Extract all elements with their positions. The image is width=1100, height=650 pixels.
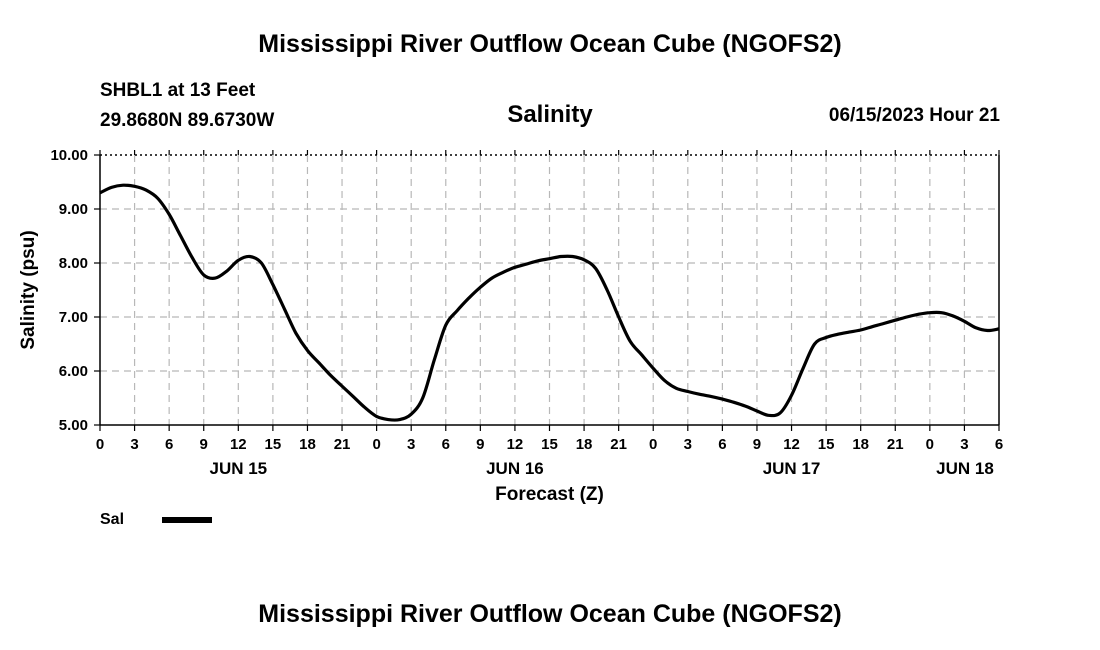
x-tick-label: 21 (887, 436, 904, 453)
chart-title: Salinity (507, 101, 593, 128)
x-tick-label: 15 (265, 436, 282, 453)
y-tick-label: 5.00 (59, 417, 88, 434)
x-tick-label: 6 (718, 436, 726, 453)
x-tick-label: 6 (442, 436, 450, 453)
x-tick-label: 18 (576, 436, 593, 453)
x-tick-label: 9 (753, 436, 761, 453)
x-tick-label: 3 (407, 436, 415, 453)
x-axis-label: Forecast (Z) (495, 484, 604, 505)
x-tick-label: 15 (541, 436, 558, 453)
series-line-sal (99, 183, 1000, 422)
x-tick-label: 18 (852, 436, 869, 453)
footer-title: Mississippi River Outflow Ocean Cube (NG… (258, 600, 842, 628)
x-tick-label: 15 (818, 436, 835, 453)
day-label: JUN 15 (209, 459, 267, 478)
x-tick-label: 0 (649, 436, 657, 453)
y-tick-label: 10.00 (50, 147, 88, 164)
salinity-chart: 0 3 6 9 12 15 18 21 0 3 6 9 12 15 18 21 0 3 6 9 12 15 18 21 0 3 6 5… (18, 147, 1003, 505)
x-tick-label: 6 (165, 436, 173, 453)
x-tick-label: 0 (926, 436, 934, 453)
x-tick-label: 3 (684, 436, 692, 453)
x-tick-label: 0 (372, 436, 380, 453)
x-tick-label: 0 (96, 436, 104, 453)
day-label: JUN 18 (936, 459, 994, 478)
station-info: SHBL1 at 13 Feet 29.8680N 89.6730W (100, 76, 274, 136)
y-axis-label: Salinity (psu) (18, 230, 39, 349)
day-label: JUN 17 (763, 459, 821, 478)
forecast-datetime: 06/15/2023 Hour 21 (828, 105, 1000, 126)
page-title: Mississippi River Outflow Ocean Cube (NG… (258, 30, 842, 58)
y-tick-label: 8.00 (59, 255, 88, 272)
x-tick-label: 12 (230, 436, 247, 453)
x-tick-label: 21 (610, 436, 627, 453)
x-tick-label: 12 (507, 436, 524, 453)
legend-swatch (162, 517, 212, 523)
x-tick-label: 9 (200, 436, 208, 453)
y-tick-label: 7.00 (59, 309, 88, 326)
y-tick-label: 6.00 (59, 363, 88, 380)
station-name: SHBL1 at 13 Feet (100, 80, 256, 101)
y-tick-label: 9.00 (59, 201, 88, 218)
x-tick-label: 18 (299, 436, 316, 453)
x-tick-label: 3 (130, 436, 138, 453)
x-tick-label: 6 (995, 436, 1003, 453)
x-tick-label: 21 (334, 436, 351, 453)
station-coords: 29.8680N 89.6730W (100, 110, 275, 131)
day-label: JUN 16 (486, 459, 544, 478)
legend-label: Sal (100, 511, 125, 528)
x-tick-label: 9 (476, 436, 484, 453)
x-tick-label: 3 (960, 436, 968, 453)
x-tick-label: 12 (783, 436, 800, 453)
